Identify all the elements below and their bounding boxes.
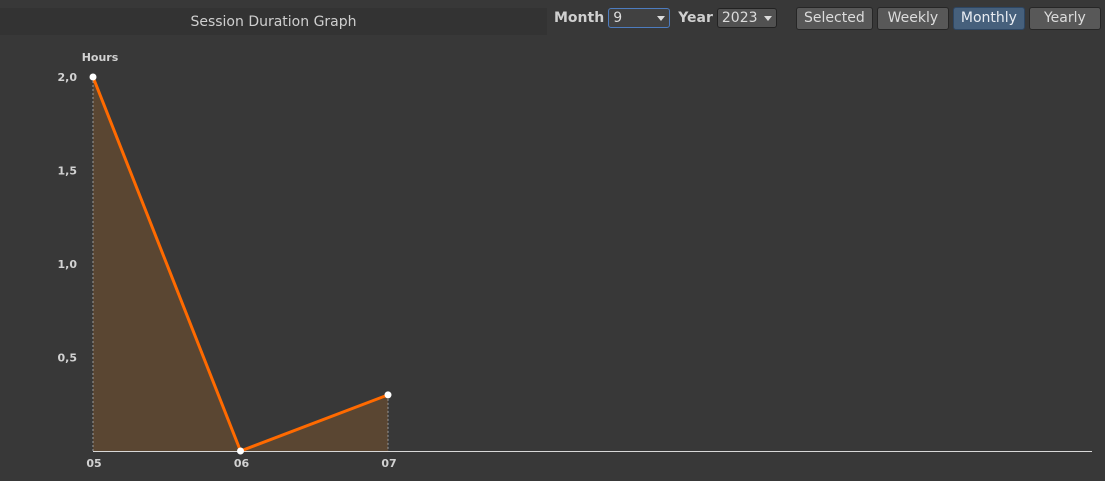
y-tick-label: 0,5 — [58, 352, 78, 365]
y-axis-label: Hours — [82, 51, 119, 64]
toolbar: Month 9 Year 2023 Selected Weekly Monthl… — [554, 6, 1105, 30]
x-tick-label: 05 — [86, 457, 101, 470]
data-point — [237, 447, 244, 455]
y-tick-label: 1,5 — [58, 165, 78, 178]
series-area — [93, 77, 388, 451]
month-label: Month — [554, 10, 605, 26]
year-dropdown[interactable]: 2023 — [716, 8, 777, 28]
y-tick-label: 1,0 — [58, 258, 78, 271]
weekly-button[interactable]: Weekly — [876, 6, 949, 30]
y-tick-label: 2,0 — [58, 71, 78, 84]
month-dropdown[interactable]: 9 — [608, 8, 671, 28]
x-tick-label: 06 — [234, 457, 250, 470]
chevron-down-icon — [763, 15, 772, 21]
chevron-down-icon — [657, 15, 666, 21]
month-value: 9 — [613, 10, 623, 26]
monthly-button[interactable]: Monthly — [952, 6, 1025, 30]
x-tick-label: 07 — [381, 457, 396, 470]
data-point — [384, 391, 392, 399]
year-label: Year — [678, 10, 713, 26]
selected-button[interactable]: Selected — [795, 6, 873, 30]
graph-title: Session Duration Graph — [0, 8, 547, 35]
year-value: 2023 — [721, 10, 758, 26]
yearly-button[interactable]: Yearly — [1028, 6, 1101, 30]
data-point — [89, 73, 97, 81]
